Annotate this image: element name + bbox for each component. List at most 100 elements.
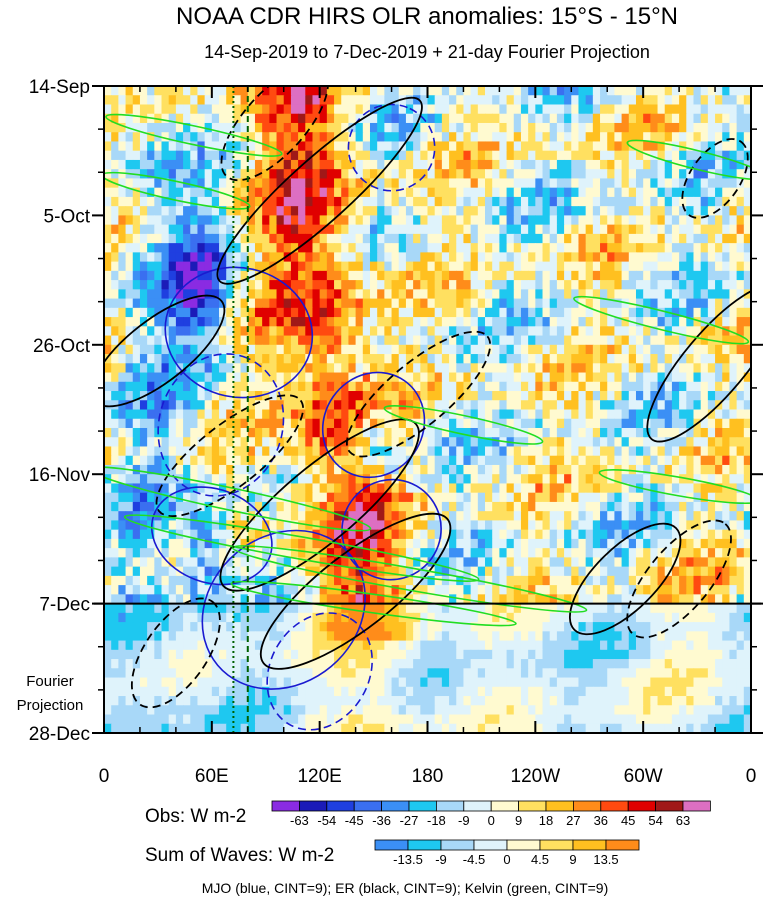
- heatmap-cell: [377, 594, 385, 605]
- heatmap-cell: [197, 492, 206, 503]
- heatmap-cell: [204, 427, 213, 438]
- heatmap-cell: [391, 566, 400, 577]
- heatmap-cell: [298, 95, 306, 106]
- heatmap-cell: [161, 464, 170, 475]
- heatmap-cell: [240, 381, 249, 392]
- heatmap-cell: [600, 187, 608, 198]
- heatmap-cell: [204, 418, 213, 429]
- heatmap-cell: [384, 575, 393, 586]
- heatmap-cell: [736, 418, 745, 429]
- heatmap-cell: [643, 298, 651, 309]
- heatmap-cell: [470, 400, 479, 411]
- heatmap-cell: [686, 122, 695, 133]
- heatmap-cell: [219, 206, 227, 216]
- heatmap-cell: [621, 252, 630, 263]
- heatmap-cell: [319, 344, 328, 355]
- heatmap-cell: [398, 557, 407, 568]
- heatmap-cell: [283, 585, 292, 595]
- heatmap-cell: [693, 538, 702, 549]
- heatmap-cell: [614, 501, 623, 512]
- heatmap-cell: [384, 538, 393, 549]
- heatmap-cell: [413, 252, 421, 263]
- heatmap-cell: [305, 391, 314, 401]
- heatmap-cell: [707, 566, 716, 577]
- heatmap-cell: [722, 122, 731, 133]
- heatmap-cell: [592, 317, 601, 327]
- heatmap-cell: [240, 400, 249, 411]
- heatmap-cell: [485, 363, 493, 374]
- heatmap-cell: [520, 538, 529, 549]
- heatmap-cell: [707, 270, 716, 281]
- heatmap-cell: [463, 178, 472, 189]
- heatmap-cell: [398, 538, 407, 549]
- heatmap-cell: [111, 575, 119, 586]
- heatmap-cell: [657, 483, 666, 494]
- heatmap-cell: [269, 298, 278, 309]
- heatmap-cell: [635, 400, 644, 411]
- heatmap-cell: [147, 400, 155, 411]
- heatmap-cell: [592, 187, 601, 198]
- heatmap-cell: [111, 270, 119, 281]
- heatmap-cell: [391, 344, 400, 355]
- heatmap-cell: [693, 483, 702, 494]
- heatmap-cell: [679, 529, 687, 540]
- heatmap-cell: [729, 427, 738, 438]
- heatmap-cell: [326, 575, 335, 586]
- heatmap-cell: [355, 252, 364, 263]
- heatmap-cell: [542, 261, 551, 272]
- heatmap-cell: [449, 418, 457, 429]
- heatmap-cell: [139, 113, 148, 124]
- heatmap-cell: [341, 363, 350, 374]
- heatmap-cell: [420, 520, 429, 531]
- heatmap-cell: [607, 557, 616, 568]
- heatmap-cell: [247, 455, 256, 466]
- heatmap-cell: [679, 270, 687, 281]
- heatmap-cell: [549, 511, 558, 522]
- heatmap-cell: [111, 224, 119, 235]
- heatmap-cell: [413, 446, 421, 457]
- heatmap-cell: [736, 280, 745, 290]
- heatmap-cell: [377, 391, 385, 401]
- heatmap-cell: [204, 132, 213, 143]
- heatmap-cell: [139, 150, 148, 161]
- heatmap-cell: [492, 538, 500, 549]
- heatmap-cell: [341, 298, 350, 309]
- heatmap-cell: [635, 566, 644, 577]
- heatmap-cell: [707, 104, 716, 115]
- heatmap-cell: [528, 243, 536, 253]
- heatmap-cell: [621, 169, 630, 180]
- heatmap-cell: [175, 446, 184, 457]
- heatmap-cell: [441, 474, 450, 485]
- heatmap-cell: [585, 169, 594, 180]
- heatmap-cell: [463, 215, 472, 226]
- heatmap-cell: [477, 261, 486, 272]
- heatmap-cell: [369, 464, 378, 475]
- heatmap-cell: [369, 594, 378, 605]
- heatmap-cell: [197, 252, 206, 263]
- heatmap-cell: [233, 501, 242, 512]
- heatmap-cell: [118, 150, 127, 161]
- heatmap-cell: [269, 391, 278, 401]
- heatmap-cell: [334, 363, 342, 374]
- heatmap-cell: [700, 289, 709, 300]
- heatmap-cell: [657, 400, 666, 411]
- heatmap-cell: [679, 548, 687, 558]
- heatmap-cell: [348, 455, 357, 466]
- heatmap-cell: [715, 363, 723, 374]
- heatmap-cell: [607, 159, 616, 170]
- heatmap-cell: [420, 280, 429, 290]
- heatmap-cell: [549, 252, 558, 263]
- heatmap-cell: [693, 511, 702, 522]
- heatmap-cell: [269, 354, 278, 364]
- heatmap-cell: [449, 150, 457, 161]
- heatmap-cell: [506, 178, 515, 189]
- heatmap-cell: [592, 224, 601, 235]
- heatmap-cell: [506, 243, 515, 253]
- heatmap-cell: [736, 557, 745, 568]
- heatmap-cell: [549, 344, 558, 355]
- heatmap-cell: [104, 594, 112, 605]
- heatmap-cell: [477, 427, 486, 438]
- heatmap-cell: [405, 501, 414, 512]
- heatmap-cell: [413, 335, 421, 346]
- heatmap-cell: [542, 501, 551, 512]
